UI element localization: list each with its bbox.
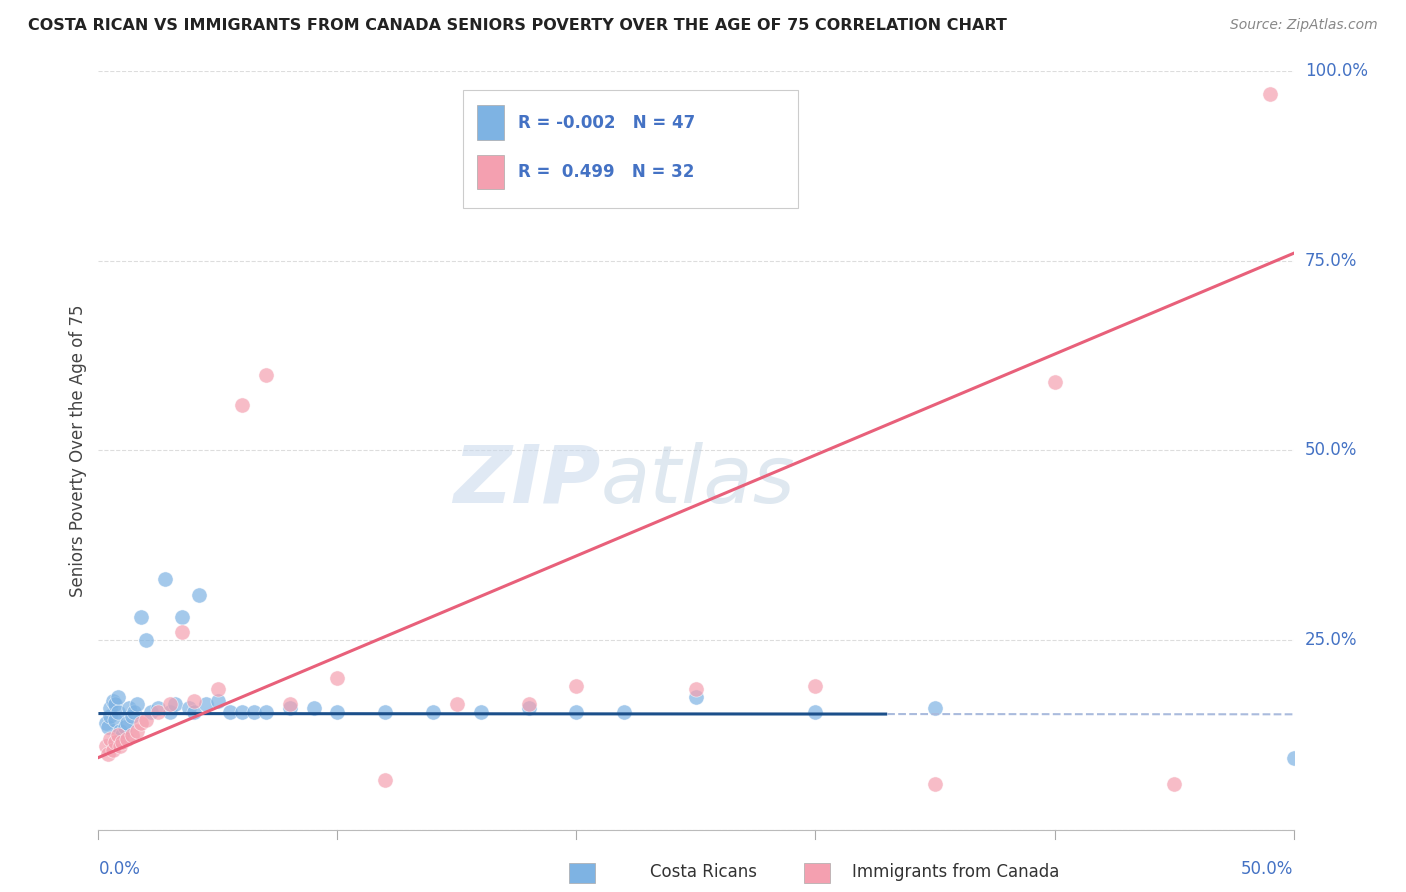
Point (924, 777, 946, 791)
Point (243, 705, 266, 719)
Text: R =  0.499   N = 32: R = 0.499 N = 32 (517, 163, 695, 181)
Point (446, 698, 468, 712)
Point (254, 368, 277, 382)
Point (804, 705, 827, 719)
Point (94, 739, 117, 753)
Point (517, 701, 540, 715)
Text: 50.0%: 50.0% (1241, 860, 1294, 878)
Text: ZIP: ZIP (453, 442, 600, 520)
Point (111, 728, 134, 742)
Point (1258, 87, 1281, 102)
Point (374, 773, 396, 788)
Text: R = -0.002   N = 47: R = -0.002 N = 47 (517, 113, 695, 131)
Point (159, 698, 181, 712)
Point (107, 690, 129, 704)
Point (1163, 777, 1185, 791)
Point (139, 705, 162, 719)
Text: atlas: atlas (600, 442, 796, 520)
Point (121, 708, 143, 723)
Point (179, 701, 201, 715)
Point (155, 573, 177, 587)
Point (195, 698, 218, 712)
Point (1282, 750, 1305, 764)
Point (131, 610, 153, 624)
Point (278, 701, 301, 715)
Point (1043, 376, 1066, 390)
Point (114, 720, 136, 734)
Point (172, 625, 194, 640)
Point (125, 698, 148, 712)
Point (97, 747, 120, 761)
Point (104, 713, 127, 727)
Point (685, 682, 707, 697)
Point (804, 678, 827, 692)
Point (108, 739, 131, 753)
Point (107, 705, 129, 719)
Point (159, 705, 181, 719)
Point (121, 728, 143, 742)
Point (254, 705, 277, 719)
Text: 50.0%: 50.0% (1305, 442, 1357, 459)
Text: COSTA RICAN VS IMMIGRANTS FROM CANADA SENIORS POVERTY OVER THE AGE OF 75 CORRELA: COSTA RICAN VS IMMIGRANTS FROM CANADA SE… (28, 18, 1007, 33)
Point (104, 698, 127, 712)
Point (118, 701, 141, 715)
Text: Costa Ricans: Costa Ricans (650, 863, 756, 881)
Point (115, 731, 138, 746)
Point (231, 398, 253, 412)
Y-axis label: Seniors Poverty Over the Age of 75: Seniors Poverty Over the Age of 75 (69, 304, 87, 597)
Point (219, 705, 242, 719)
FancyBboxPatch shape (477, 105, 503, 140)
Point (104, 735, 127, 749)
Point (924, 701, 946, 715)
Point (302, 701, 325, 715)
Point (183, 705, 205, 719)
Point (565, 678, 588, 692)
Point (187, 588, 209, 602)
Point (135, 633, 157, 648)
Text: 0.0%: 0.0% (98, 860, 141, 878)
Point (101, 694, 124, 708)
Point (183, 694, 205, 708)
Point (685, 690, 707, 704)
Text: Immigrants from Canada: Immigrants from Canada (852, 863, 1060, 881)
Point (613, 705, 636, 719)
Point (125, 724, 148, 739)
Text: 25.0%: 25.0% (1305, 631, 1357, 649)
Point (326, 705, 349, 719)
Point (101, 743, 124, 757)
Text: Source: ZipAtlas.com: Source: ZipAtlas.com (1230, 18, 1378, 32)
Point (172, 610, 194, 624)
Text: 75.0%: 75.0% (1305, 252, 1357, 270)
Text: 100.0%: 100.0% (1305, 62, 1368, 80)
Point (470, 705, 492, 719)
Point (207, 682, 229, 697)
Point (115, 716, 138, 731)
Point (326, 671, 349, 685)
Point (148, 701, 170, 715)
Point (111, 735, 134, 749)
Point (231, 705, 253, 719)
Point (163, 698, 186, 712)
Point (148, 705, 170, 719)
Point (207, 694, 229, 708)
Point (108, 724, 131, 739)
Point (565, 705, 588, 719)
Point (278, 698, 301, 712)
Point (98, 708, 122, 723)
Point (107, 728, 129, 742)
FancyBboxPatch shape (463, 90, 797, 208)
Point (422, 705, 444, 719)
Point (517, 698, 540, 712)
Point (135, 713, 157, 727)
Point (98, 731, 122, 746)
Point (98, 701, 122, 715)
Point (94, 716, 117, 731)
Point (374, 705, 396, 719)
FancyBboxPatch shape (477, 155, 503, 189)
Point (97, 720, 120, 734)
Point (131, 716, 153, 731)
Point (124, 705, 146, 719)
